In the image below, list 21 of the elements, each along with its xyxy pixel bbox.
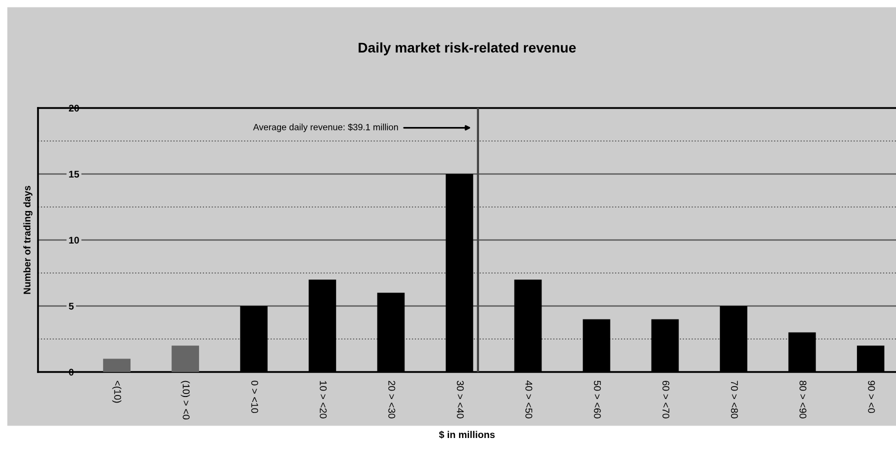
bar	[103, 358, 131, 372]
x-tick-label: 0 > <10	[251, 380, 258, 413]
x-tick-label: 50 > <60	[594, 380, 601, 418]
bar	[172, 346, 200, 372]
y-axis-title: Number of trading days	[23, 186, 32, 294]
x-tick-label: 10 > <20	[320, 381, 327, 418]
y-tick-label: 5	[68, 302, 74, 310]
y-tick-label: 10	[69, 236, 79, 244]
ref-line-label: Average daily revenue: $39.1 million	[253, 124, 398, 132]
x-tick-label: 30 > <40	[456, 380, 464, 418]
x-tick-label: 60 > <70	[662, 380, 670, 418]
x-tick-label: 70 > <80	[730, 380, 738, 418]
x-tick-label: 20 > <30	[388, 380, 396, 418]
y-tick-label: 15	[69, 170, 80, 178]
x-tick-label: 40 > <50	[525, 380, 532, 418]
x-tick-label: (10) > <0	[180, 380, 190, 420]
x-tick-label: 90 > <0	[868, 380, 875, 413]
x-tick-label: <(10)	[112, 380, 122, 403]
x-tick-label: 80 > <90	[800, 380, 806, 418]
chart-title: Daily market risk-related revenue	[358, 42, 576, 56]
x-axis-title: $ in millions	[439, 430, 495, 439]
